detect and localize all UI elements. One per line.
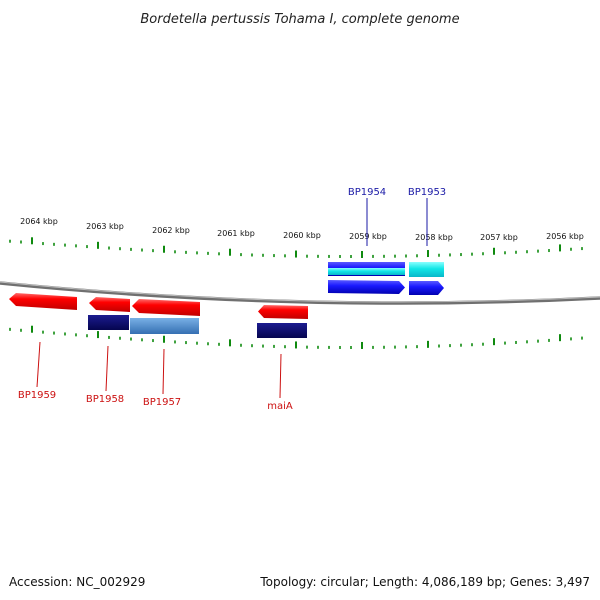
gene-bp1953-row1 [409,262,444,277]
scale-label-2063: 2063 kbp [86,222,124,231]
gene-maia[interactable] [257,305,308,338]
scale-label-2064: 2064 kbp [20,217,58,226]
gene-bp1958[interactable] [88,297,130,330]
gene-bp1957[interactable] [130,299,200,334]
gene-maia-box [257,323,307,338]
scale-label-2062: 2062 kbp [152,226,190,235]
gene-bp1957-box [130,318,199,334]
gene-bp1958-arrow [89,297,130,312]
leader-bp1957 [162,348,165,395]
gene-bp1954-row1-cyan [328,268,405,275]
scale-label-2061: 2061 kbp [217,229,255,238]
gene-bp1958-box [88,315,129,330]
map-title: Bordetella pertussis Tohama I, complete … [140,12,459,27]
gene-label-maia[interactable]: maiA [267,401,293,412]
leader-bp1959 [36,341,41,388]
gene-bp1953-arrow [409,281,444,295]
leader-maia [279,353,282,399]
gene-bp1953[interactable] [409,262,444,295]
gene-label-bp1957[interactable]: BP1957 [143,397,181,408]
scale-label-2060: 2060 kbp [283,231,321,240]
footer-summary: Topology: circular; Length: 4,086,189 bp… [259,575,590,589]
gene-maia-arrow [258,305,308,319]
gene-label-bp1954[interactable]: BP1954 [348,187,386,198]
gene-label-bp1959[interactable]: BP1959 [18,390,56,401]
scale-label-2056: 2056 kbp [546,232,584,241]
scale-label-2059: 2059 kbp [349,232,387,241]
scale-label-2057: 2057 kbp [480,233,518,242]
genome-backbone [0,281,600,305]
gene-bp1959[interactable] [9,293,77,310]
gene-bp1957-arrow [132,299,200,316]
gene-label-bp1958[interactable]: BP1958 [86,394,124,405]
gene-bp1954[interactable] [328,262,405,294]
gene-label-bp1953[interactable]: BP1953 [408,187,446,198]
scale-label-2058: 2058 kbp [415,233,453,242]
gene-bp1954-arrow [328,280,405,294]
lower-tick-row [9,325,583,349]
footer-accession: Accession: NC_002929 [9,575,145,589]
upper-tick-row [9,237,583,258]
leader-bp1958 [105,345,109,392]
